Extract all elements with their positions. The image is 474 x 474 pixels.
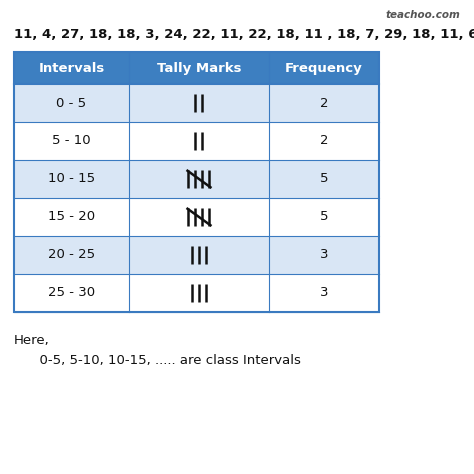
Text: 10 - 15: 10 - 15 <box>48 173 95 185</box>
Text: 5: 5 <box>320 210 328 224</box>
Text: Intervals: Intervals <box>38 62 105 74</box>
Text: Tally Marks: Tally Marks <box>157 62 241 74</box>
Text: 3: 3 <box>320 248 328 262</box>
Bar <box>14 84 379 122</box>
Text: 11, 4, 27, 18, 18, 3, 24, 22, 11, 22, 18, 11 , 18, 7, 29, 18, 11, 6, 29, 11: 11, 4, 27, 18, 18, 3, 24, 22, 11, 22, 18… <box>14 28 474 41</box>
Bar <box>14 52 379 84</box>
Text: 25 - 30: 25 - 30 <box>48 286 95 300</box>
Text: 0-5, 5-10, 10-15, ..... are class Intervals: 0-5, 5-10, 10-15, ..... are class Interv… <box>14 354 301 367</box>
Bar <box>14 52 379 312</box>
Text: Here,: Here, <box>14 334 50 347</box>
Text: 0 - 5: 0 - 5 <box>56 97 87 109</box>
Text: 5: 5 <box>320 173 328 185</box>
Text: 2: 2 <box>320 135 328 147</box>
Text: 15 - 20: 15 - 20 <box>48 210 95 224</box>
Bar <box>14 274 379 312</box>
Bar <box>14 198 379 236</box>
Text: 5 - 10: 5 - 10 <box>52 135 91 147</box>
Text: 3: 3 <box>320 286 328 300</box>
Bar <box>14 122 379 160</box>
Text: Frequency: Frequency <box>285 62 363 74</box>
Text: teachoo.com: teachoo.com <box>385 10 460 20</box>
Text: 2: 2 <box>320 97 328 109</box>
Text: 20 - 25: 20 - 25 <box>48 248 95 262</box>
Bar <box>14 160 379 198</box>
Bar <box>14 236 379 274</box>
